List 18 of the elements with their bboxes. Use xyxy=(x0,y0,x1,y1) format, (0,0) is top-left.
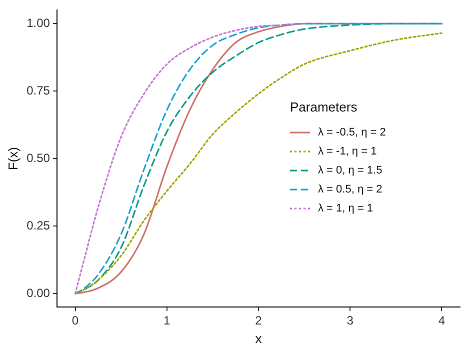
legend-label: λ = -1, η = 1 xyxy=(318,146,377,158)
legend-label: λ = -0.5, η = 2 xyxy=(318,126,386,139)
legend-title: Parameters xyxy=(290,100,358,115)
x-tick-label: 2 xyxy=(255,314,262,328)
x-tick-label: 1 xyxy=(164,314,171,328)
legend-label: λ = 0, η = 1.5 xyxy=(318,164,382,177)
y-tick-label: 0.25 xyxy=(26,218,50,232)
x-axis-title: x xyxy=(255,330,262,346)
y-tick-label: 0.00 xyxy=(26,286,50,300)
x-tick-label: 0 xyxy=(72,314,79,328)
y-tick-label: 1.00 xyxy=(26,16,50,30)
x-tick-label: 3 xyxy=(346,314,354,328)
y-axis-title: F(x) xyxy=(5,147,20,170)
legend-label: λ = 0.5, η = 2 xyxy=(318,184,382,196)
x-tick-label: 4 xyxy=(438,314,446,328)
y-tick-label: 0.50 xyxy=(26,150,50,165)
y-tick-label: 0.75 xyxy=(26,83,50,98)
legend-label: λ = 1, η = 1 xyxy=(318,202,374,215)
